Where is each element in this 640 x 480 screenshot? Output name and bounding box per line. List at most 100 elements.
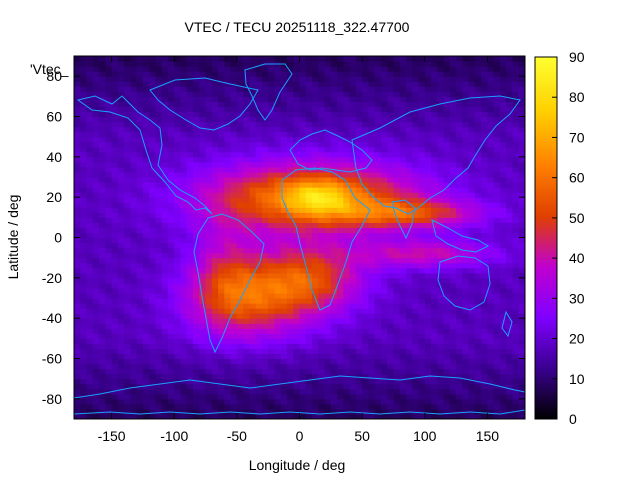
heatmap-cell bbox=[199, 187, 207, 193]
heatmap-cell bbox=[449, 161, 457, 168]
heatmap-cell bbox=[481, 398, 489, 405]
heatmap-cell bbox=[161, 403, 169, 410]
heatmap-cell bbox=[305, 363, 313, 370]
heatmap-cell bbox=[418, 363, 426, 370]
heatmap-cell bbox=[130, 368, 138, 375]
heatmap-cell bbox=[268, 151, 276, 158]
heatmap-cell bbox=[474, 202, 482, 208]
heatmap-cell bbox=[355, 348, 363, 355]
heatmap-cell bbox=[80, 338, 88, 344]
heatmap-cell bbox=[462, 197, 470, 203]
heatmap-cell bbox=[136, 353, 144, 360]
heatmap-cell bbox=[393, 156, 401, 163]
heatmap-cell bbox=[462, 56, 470, 62]
heatmap-cell bbox=[111, 136, 119, 143]
heatmap-cell bbox=[161, 363, 169, 370]
heatmap-cell bbox=[468, 413, 476, 419]
heatmap-cell bbox=[293, 71, 301, 77]
heatmap-cell bbox=[312, 106, 319, 113]
heatmap-cell bbox=[330, 111, 338, 118]
heatmap-cell bbox=[312, 403, 319, 410]
heatmap-cell bbox=[393, 257, 401, 264]
heatmap-cell bbox=[399, 247, 407, 254]
heatmap-cell bbox=[74, 277, 81, 284]
heatmap-cell bbox=[506, 303, 514, 309]
heatmap-cell bbox=[424, 292, 432, 299]
heatmap-cell bbox=[261, 212, 269, 218]
heatmap-cell bbox=[142, 247, 150, 254]
heatmap-cell bbox=[149, 318, 157, 324]
heatmap-cell bbox=[149, 373, 157, 380]
heatmap-cell bbox=[412, 197, 420, 203]
heatmap-cell bbox=[424, 111, 432, 118]
heatmap-cell bbox=[499, 348, 507, 355]
heatmap-cell bbox=[343, 111, 351, 118]
heatmap-cell bbox=[299, 292, 307, 299]
heatmap-cell bbox=[305, 81, 313, 87]
heatmap-cell bbox=[280, 171, 288, 178]
heatmap-cell bbox=[468, 323, 476, 329]
heatmap-cell bbox=[180, 146, 188, 153]
heatmap-cell bbox=[424, 282, 432, 289]
heatmap-cell bbox=[261, 413, 269, 419]
heatmap-cell bbox=[355, 318, 363, 324]
heatmap-cell bbox=[161, 247, 169, 254]
heatmap-cell bbox=[368, 277, 376, 284]
heatmap-cell bbox=[499, 91, 507, 97]
heatmap-cell bbox=[374, 212, 382, 218]
heatmap-cell bbox=[86, 252, 94, 259]
heatmap-cell bbox=[405, 131, 413, 138]
heatmap-cell bbox=[180, 413, 188, 419]
heatmap-cell bbox=[431, 136, 438, 143]
heatmap-cell bbox=[462, 368, 470, 375]
heatmap-cell bbox=[424, 237, 432, 244]
heatmap-cell bbox=[362, 146, 369, 153]
heatmap-cell bbox=[468, 136, 476, 143]
heatmap-cell bbox=[318, 282, 326, 289]
heatmap-cell bbox=[249, 277, 257, 284]
heatmap-cell bbox=[374, 257, 382, 264]
heatmap-cell bbox=[142, 298, 150, 304]
heatmap-cell bbox=[449, 308, 457, 314]
heatmap-cell bbox=[468, 166, 476, 173]
heatmap-cell bbox=[387, 166, 395, 173]
heatmap-cell bbox=[349, 343, 357, 350]
heatmap-cell bbox=[324, 262, 332, 269]
heatmap-cell bbox=[274, 398, 282, 405]
heatmap-cell bbox=[286, 313, 294, 319]
heatmap-cell bbox=[86, 318, 94, 324]
heatmap-cell bbox=[249, 398, 257, 405]
heatmap-cell bbox=[80, 177, 88, 183]
heatmap-cell bbox=[355, 161, 363, 168]
heatmap-cell bbox=[80, 378, 88, 385]
heatmap-cell bbox=[180, 61, 188, 67]
heatmap-cell bbox=[180, 267, 188, 274]
heatmap-cell bbox=[506, 343, 514, 350]
heatmap-cell bbox=[243, 217, 250, 223]
heatmap-cell bbox=[380, 363, 388, 370]
heatmap-cell bbox=[387, 257, 395, 264]
heatmap-cell bbox=[174, 101, 182, 108]
heatmap-cell bbox=[312, 76, 319, 82]
heatmap-cell bbox=[299, 207, 307, 213]
heatmap-cell bbox=[468, 222, 476, 229]
heatmap-cell bbox=[412, 56, 420, 62]
heatmap-cell bbox=[399, 358, 407, 365]
heatmap-cell bbox=[142, 272, 150, 279]
heatmap-cell bbox=[99, 182, 106, 188]
heatmap-cell bbox=[456, 373, 463, 380]
heatmap-cell bbox=[224, 232, 232, 239]
heatmap-cell bbox=[418, 292, 426, 299]
heatmap-cell bbox=[105, 222, 113, 229]
heatmap-cell bbox=[280, 368, 288, 375]
heatmap-cell bbox=[393, 348, 401, 355]
heatmap-cell bbox=[412, 282, 420, 289]
heatmap-cell bbox=[318, 61, 326, 67]
heatmap-cell bbox=[405, 303, 413, 309]
heatmap-cell bbox=[236, 368, 244, 375]
heatmap-cell bbox=[142, 282, 150, 289]
heatmap-cell bbox=[362, 156, 369, 163]
heatmap-cell bbox=[230, 343, 238, 350]
heatmap-cell bbox=[374, 177, 382, 183]
heatmap-cell bbox=[393, 81, 401, 87]
